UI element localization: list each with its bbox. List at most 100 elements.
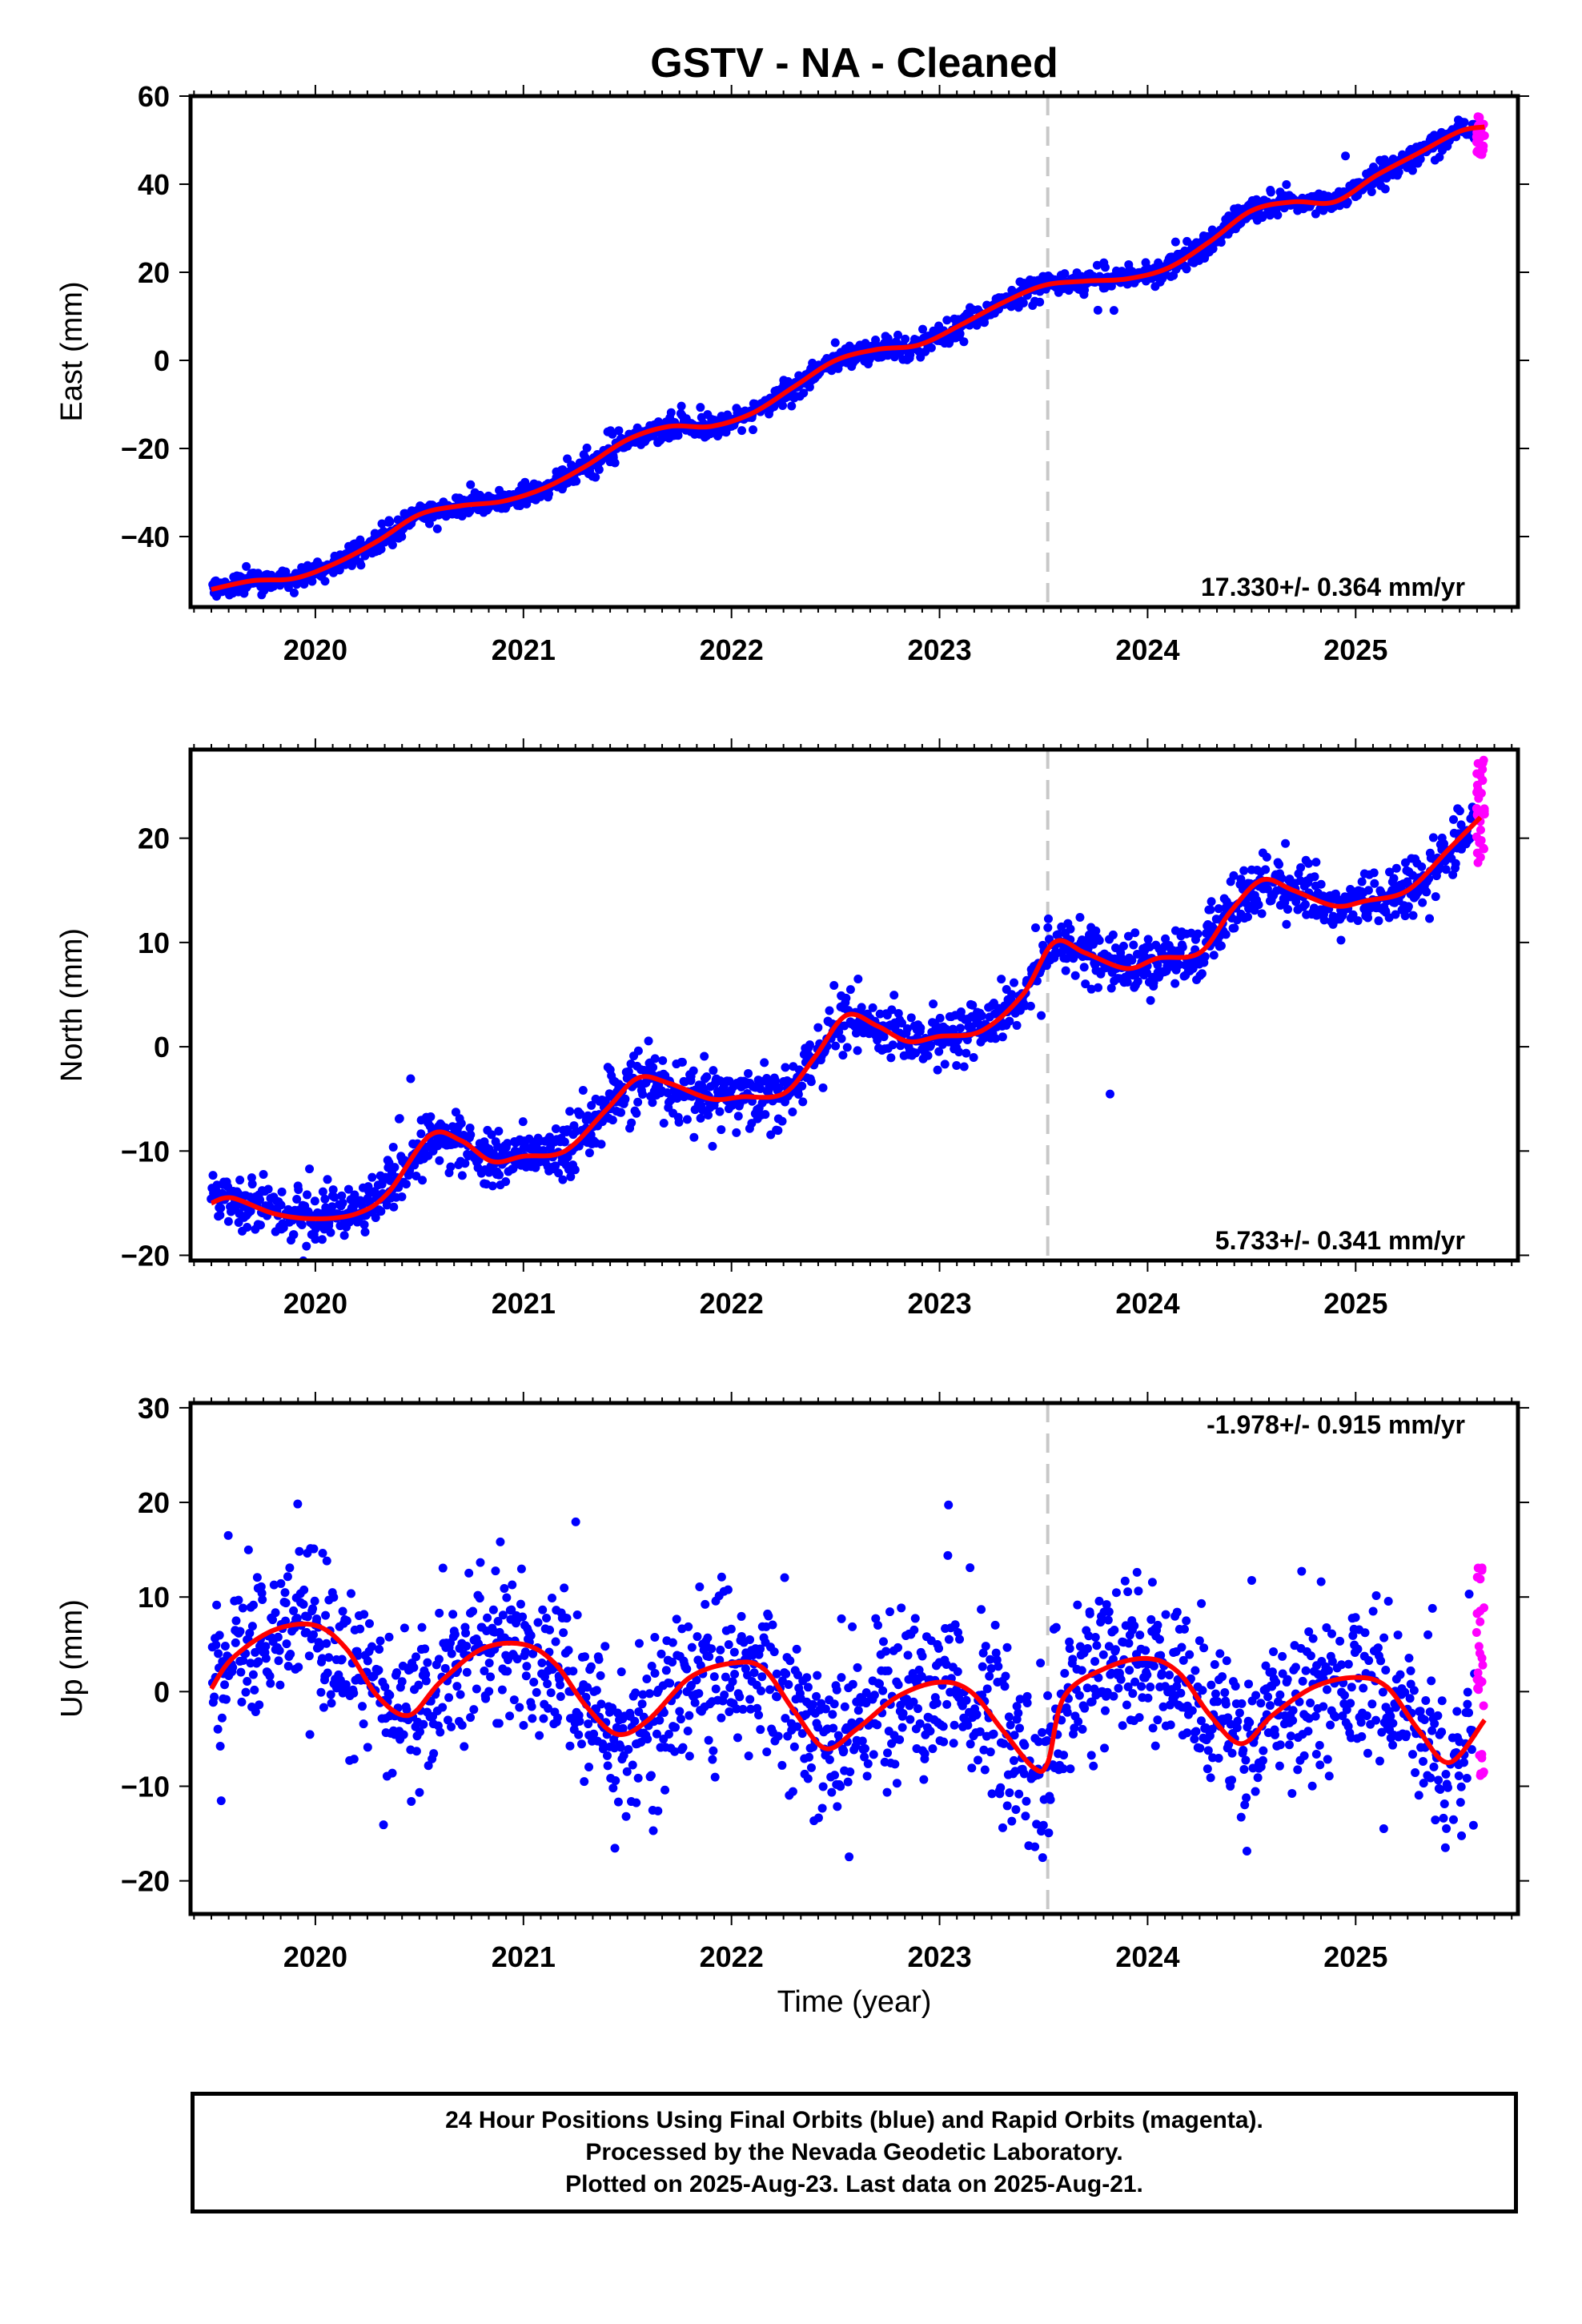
final-orbit-point [261, 1642, 271, 1651]
final-orbit-point [777, 1760, 787, 1770]
final-orbit-point [781, 1669, 791, 1679]
final-orbit-point [1363, 913, 1373, 923]
final-orbit-point [591, 472, 600, 482]
final-orbit-point [533, 1618, 543, 1627]
final-orbit-point [732, 1128, 741, 1137]
final-orbit-point [1062, 954, 1071, 963]
final-orbit-point [465, 1124, 475, 1133]
final-orbit-point [868, 1003, 877, 1012]
final-orbit-point [282, 1639, 291, 1649]
final-orbit-point [1011, 1805, 1021, 1815]
final-orbit-point [516, 1564, 526, 1574]
x-tick-label: 2025 [1323, 1287, 1387, 1320]
final-orbit-point [566, 1172, 576, 1181]
final-orbit-point [311, 1234, 320, 1244]
final-orbit-point [247, 1622, 257, 1631]
final-orbit-point [295, 1546, 304, 1556]
final-orbit-point [341, 1680, 351, 1690]
final-orbit-point [883, 1666, 893, 1675]
final-orbit-point [551, 1161, 560, 1171]
final-orbit-point [694, 1689, 704, 1699]
final-orbit-point [1394, 167, 1403, 177]
final-orbit-point [633, 1097, 643, 1107]
final-orbit-point [493, 1617, 503, 1626]
rapid-orbit-point [1472, 803, 1481, 813]
final-orbit-point [940, 1059, 950, 1069]
final-orbit-point [1341, 151, 1351, 161]
final-orbit-point [829, 1699, 839, 1709]
final-orbit-point [608, 1116, 617, 1125]
final-orbit-point [521, 1671, 531, 1681]
final-orbit-point [235, 1626, 245, 1636]
final-orbit-point [898, 1709, 908, 1719]
final-orbit-point [1174, 960, 1184, 970]
final-orbit-point [726, 1624, 736, 1634]
final-orbit-point [346, 1589, 355, 1598]
final-orbit-point [294, 1663, 303, 1672]
final-orbit-point [1319, 915, 1329, 925]
final-orbit-point [818, 1083, 828, 1092]
final-orbit-point [954, 1627, 963, 1637]
final-orbit-point [1002, 1642, 1012, 1652]
final-orbit-point [985, 1671, 994, 1681]
final-orbit-point [805, 1752, 814, 1762]
final-orbit-point [893, 1642, 903, 1652]
final-orbit-point [481, 1694, 491, 1703]
final-orbit-point [266, 1679, 275, 1688]
final-orbit-point [1038, 1853, 1047, 1863]
final-orbit-point [1004, 1712, 1014, 1722]
final-orbit-point [302, 1241, 311, 1251]
final-orbit-point [693, 1632, 702, 1642]
final-orbit-point [305, 1164, 315, 1174]
final-orbit-point [853, 1046, 862, 1055]
final-orbit-point [829, 1723, 838, 1733]
final-orbit-point [600, 1642, 610, 1651]
final-orbit-point [955, 329, 965, 339]
final-orbit-point [934, 1047, 944, 1056]
final-orbit-point [1435, 152, 1444, 162]
final-orbit-point [840, 1702, 849, 1711]
final-orbit-point [1343, 197, 1352, 207]
final-orbit-point [335, 565, 344, 575]
final-orbit-point [788, 1787, 797, 1796]
final-orbit-point [897, 1603, 906, 1613]
final-orbit-point [757, 1686, 766, 1695]
final-orbit-point [962, 1048, 971, 1058]
final-orbit-point [933, 1065, 942, 1075]
final-orbit-point [491, 1566, 500, 1576]
final-orbit-point [1374, 916, 1383, 926]
final-orbit-point [1230, 923, 1239, 933]
final-orbit-point [1283, 904, 1292, 914]
rapid-orbit-point [1476, 825, 1485, 834]
final-orbit-point [397, 532, 407, 541]
final-orbit-point [392, 1668, 402, 1678]
final-orbit-point [265, 1671, 275, 1681]
final-orbit-point [421, 1670, 431, 1679]
final-orbit-point [251, 1647, 260, 1657]
final-orbit-point [322, 1556, 331, 1566]
final-orbit-point [845, 1852, 854, 1862]
final-orbit-point [519, 1721, 528, 1731]
final-orbit-point [729, 1647, 739, 1657]
final-orbit-point [324, 1653, 334, 1663]
final-orbit-point [737, 1611, 746, 1621]
final-orbit-point [621, 1811, 631, 1821]
final-orbit-point [733, 1733, 742, 1743]
final-orbit-point [460, 1159, 470, 1168]
final-orbit-point [302, 1627, 311, 1637]
final-orbit-point [1460, 118, 1469, 127]
final-orbit-point [687, 1642, 697, 1652]
final-orbit-point [701, 1599, 710, 1609]
final-orbit-point [633, 1046, 643, 1055]
model-fit-line [210, 815, 1483, 1221]
final-orbit-point [547, 1593, 556, 1602]
final-orbit-point [774, 1083, 784, 1092]
final-orbit-point [310, 1596, 319, 1606]
final-orbit-point [692, 1675, 701, 1685]
final-orbit-point [339, 1231, 349, 1240]
final-orbit-point [438, 1563, 448, 1573]
final-orbit-point [273, 1632, 283, 1642]
final-orbit-point [771, 1076, 781, 1086]
final-orbit-point [289, 1606, 299, 1615]
final-orbit-point [271, 1608, 280, 1618]
